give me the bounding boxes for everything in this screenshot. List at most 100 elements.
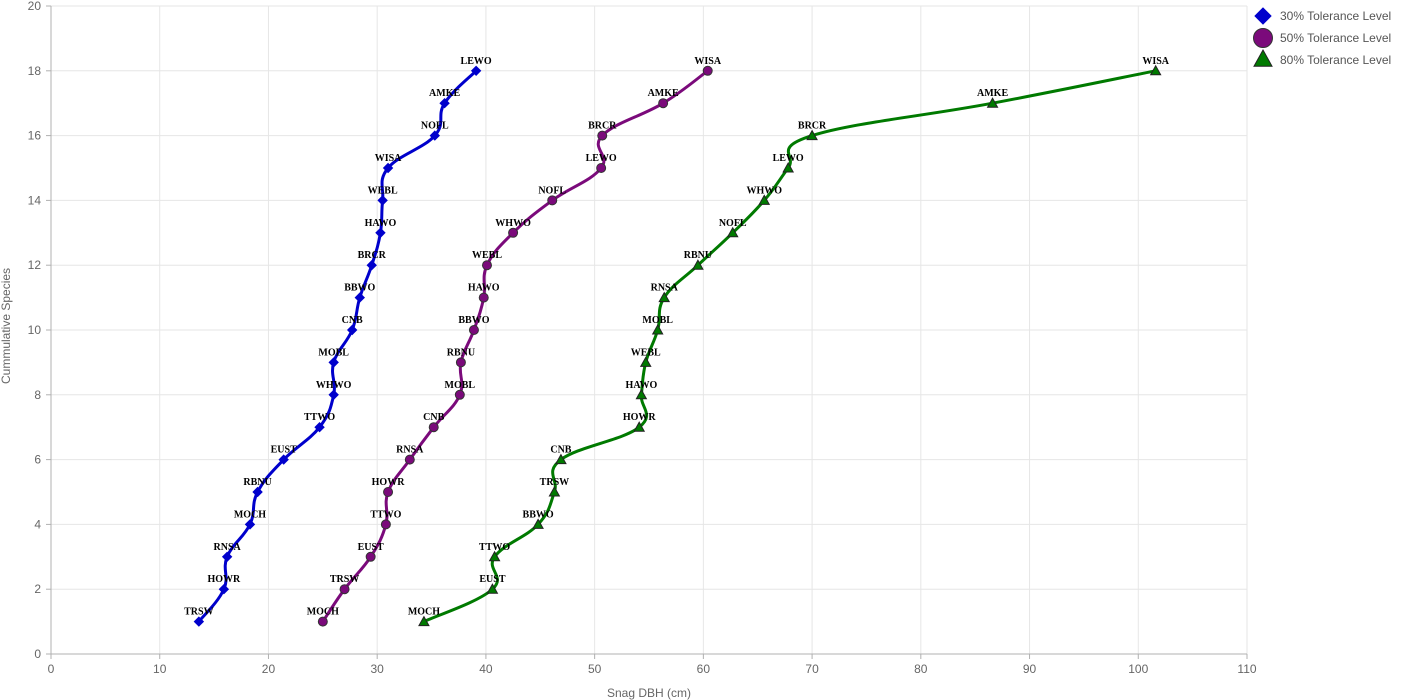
data-point[interactable] [429,130,441,141]
data-point[interactable] [328,389,339,401]
data-point[interactable] [726,226,739,238]
data-label: EUST [358,542,384,553]
data-label: HAWO [365,218,397,229]
data-point[interactable] [428,422,439,433]
data-point[interactable] [366,259,377,271]
data-point[interactable] [314,421,325,433]
data-point[interactable] [547,195,558,206]
legend-label: 80% Tolerance Level [1280,53,1391,67]
data-point[interactable] [488,550,501,562]
data-point[interactable] [278,454,289,465]
data-point[interactable] [532,518,544,529]
data-point[interactable] [382,162,394,174]
data-label: RBNU [447,347,475,358]
data-point[interactable] [418,615,430,627]
data-point[interactable] [658,98,669,109]
legend-marker [1253,48,1273,67]
data-label: MOBL [445,380,476,391]
x-tick-label: 40 [479,662,493,676]
data-point[interactable] [692,259,704,270]
data-label: WISA [1142,56,1169,67]
x-tick-label: 80 [914,662,928,676]
data-label: AMKE [429,88,460,99]
data-point[interactable] [339,584,350,595]
legend-label: 50% Tolerance Level [1280,31,1391,45]
data-point[interactable] [758,194,771,205]
data-point[interactable] [375,227,386,239]
data-point[interactable] [633,421,646,432]
data-point[interactable] [635,388,648,400]
y-tick-label: 14 [28,193,42,207]
data-label: BBWO [523,509,554,520]
data-point[interactable] [658,291,671,303]
data-point[interactable] [1149,64,1162,76]
data-point[interactable] [377,195,388,206]
data-label: LEWO [461,56,492,67]
data-label: WEBL [368,185,398,196]
data-point[interactable] [454,389,465,400]
data-point[interactable] [404,454,415,465]
data-point[interactable] [383,487,394,497]
data-label: WHWO [316,380,352,391]
data-point[interactable] [596,163,607,173]
data-label: EUST [479,574,505,585]
data-point[interactable] [455,357,466,368]
y-tick-label: 0 [34,647,41,661]
data-point[interactable] [806,129,818,141]
axes: Snag DBH (cm) Cummulative Species 0 10 20 3… [0,0,1257,700]
data-point[interactable] [470,65,482,77]
data-point[interactable] [481,260,492,271]
series-triangle: MOCH EUST TTWO BBWO TRSW CNB HOWR HAWO WEBL MOBL R… [408,56,1170,627]
data-point[interactable] [317,616,328,627]
data-point[interactable] [439,97,450,109]
legend-item[interactable]: 80% Tolerance Level [1253,48,1391,67]
data-point[interactable] [597,130,608,141]
data-label: RNSA [214,542,242,553]
data-point[interactable] [346,324,358,336]
legend[interactable]: 30% Tolerance Level 50% Tolerance Level 80… [1253,7,1392,67]
data-point[interactable] [478,292,489,303]
legend-marker [1254,7,1272,25]
data-point[interactable] [702,65,713,76]
x-tick-label: 20 [262,662,276,676]
data-point[interactable] [548,485,561,497]
data-point[interactable] [252,486,263,498]
data-point[interactable] [380,519,391,530]
data-point[interactable] [782,161,795,173]
data-point[interactable] [986,97,999,108]
x-tick-label: 10 [153,662,167,676]
data-label: WHWO [495,218,531,229]
data-label: BRCR [588,121,617,132]
x-axis-title: Snag DBH (cm) [607,686,691,700]
data-point[interactable] [651,323,664,335]
data-point[interactable] [354,292,365,303]
data-point[interactable] [555,453,567,465]
data-label: CNB [550,445,571,456]
data-label: EUST [271,445,297,456]
data-point[interactable] [639,356,652,367]
data-point[interactable] [193,616,205,627]
data-point[interactable] [244,519,256,530]
y-tick-label: 2 [34,582,41,596]
data-point[interactable] [221,551,233,563]
legend-item[interactable]: 30% Tolerance Level [1254,7,1391,25]
data-label: HAWO [468,283,500,294]
data-point[interactable] [365,551,376,562]
data-label: BRCR [358,250,387,261]
data-label: MOCH [408,607,440,618]
data-label: MOCH [234,509,266,520]
data-label: BRCR [798,121,827,132]
data-point[interactable] [328,357,339,368]
data-point[interactable] [486,583,499,594]
series-line [197,69,478,623]
legend-item[interactable]: 50% Tolerance Level [1253,28,1392,48]
data-label: MOBL [642,315,673,326]
y-tick-label: 10 [28,323,42,337]
data-point[interactable] [508,227,519,238]
x-tick-label: 70 [805,662,819,676]
data-point[interactable] [468,325,479,335]
data-point[interactable] [218,583,230,595]
data-label: HOWR [207,574,241,585]
